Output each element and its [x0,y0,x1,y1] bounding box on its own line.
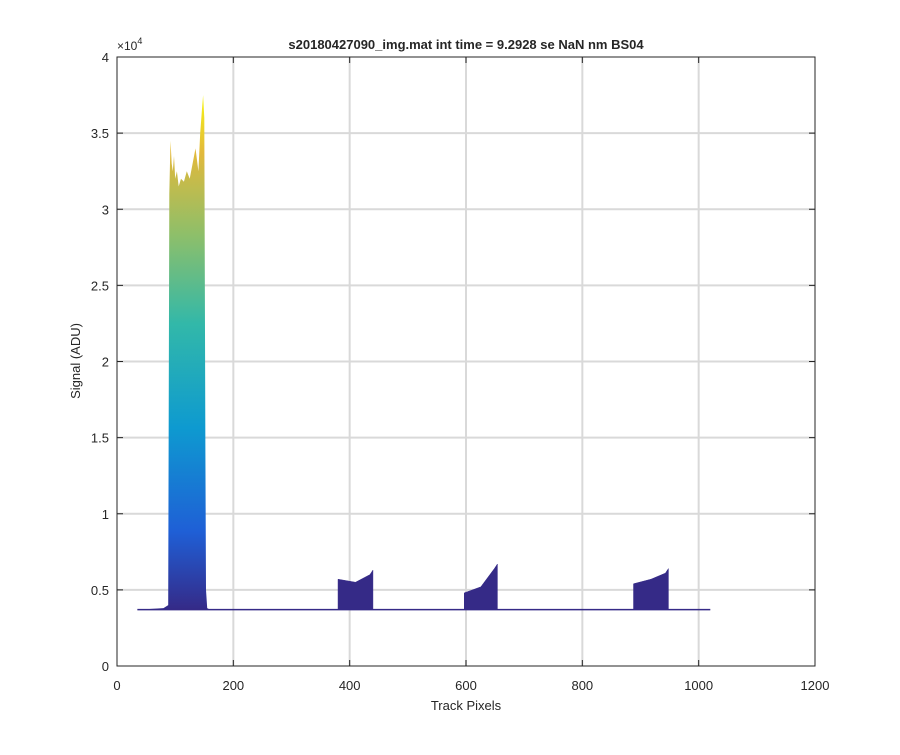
ticks: 0 200 400 600 800 1000 1200 0 0.5 1 1.5 2 2.5 3 3.5 4 [91,50,830,693]
x-tick-label: 1200 [801,678,830,693]
x-tick-label: 0 [113,678,120,693]
y-exponent-base: ×10 [117,39,138,53]
y-tick-label: 2 [102,355,109,370]
x-tick-label: 400 [339,678,361,693]
y-tick-label: 3.5 [91,126,109,141]
signal-bump [337,569,374,610]
y-tick-label: 1.5 [91,431,109,446]
y-exponent-label: ×104 [117,36,142,53]
signal-area-main-peak [137,95,711,610]
data-marks [137,95,711,611]
x-tick-label: 600 [455,678,477,693]
y-exponent-power: 4 [137,36,142,46]
chart-title: s20180427090_img.mat int time = 9.2928 s… [288,37,644,52]
x-axis-label: Track Pixels [431,698,502,713]
y-tick-label: 0.5 [91,583,109,598]
signal-bump [633,567,669,610]
y-tick-label: 4 [102,50,109,65]
y-tick-label: 1 [102,507,109,522]
x-tick-label: 200 [222,678,244,693]
grid [117,57,815,666]
y-tick-label: 0 [102,659,109,674]
y-tick-label: 2.5 [91,278,109,293]
x-tick-label: 800 [571,678,593,693]
y-tick-label: 3 [102,202,109,217]
signal-bump [464,563,498,610]
x-tick-label: 1000 [684,678,713,693]
y-axis-label: Signal (ADU) [68,323,83,399]
